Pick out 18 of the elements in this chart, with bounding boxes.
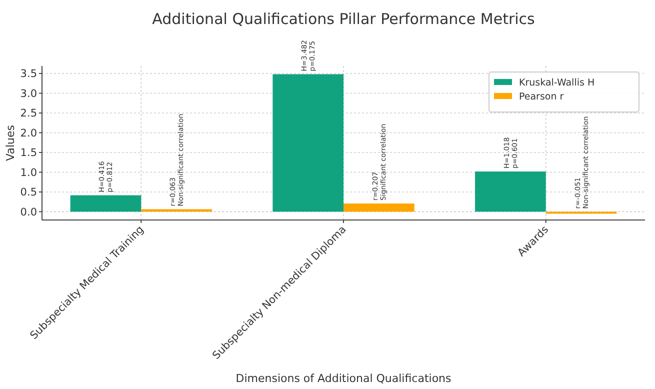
legend-label: Pearson r <box>519 91 564 102</box>
chart-title: Additional Qualifications Pillar Performance Metrics <box>152 10 536 28</box>
y-axis-title: Values <box>4 124 17 161</box>
bar <box>272 74 344 212</box>
y-tick-label: 2.0 <box>20 127 37 140</box>
y-tick-label: 3.5 <box>20 68 37 80</box>
x-axis-title: Dimensions of Additional Qualifications <box>236 372 452 385</box>
bar <box>70 195 142 212</box>
legend-label: Kruskal-Wallis H <box>519 77 595 88</box>
y-tick-label: 2.5 <box>20 108 37 120</box>
y-tick-label: 1.0 <box>20 166 37 179</box>
y-tick-label: 1.5 <box>20 147 37 160</box>
bar <box>475 172 546 212</box>
y-tick-label: 0.5 <box>20 186 37 199</box>
bar <box>141 209 212 212</box>
y-tick-label: 3.0 <box>20 88 37 100</box>
bar <box>344 204 414 212</box>
y-tick-label: 0.0 <box>20 206 37 218</box>
